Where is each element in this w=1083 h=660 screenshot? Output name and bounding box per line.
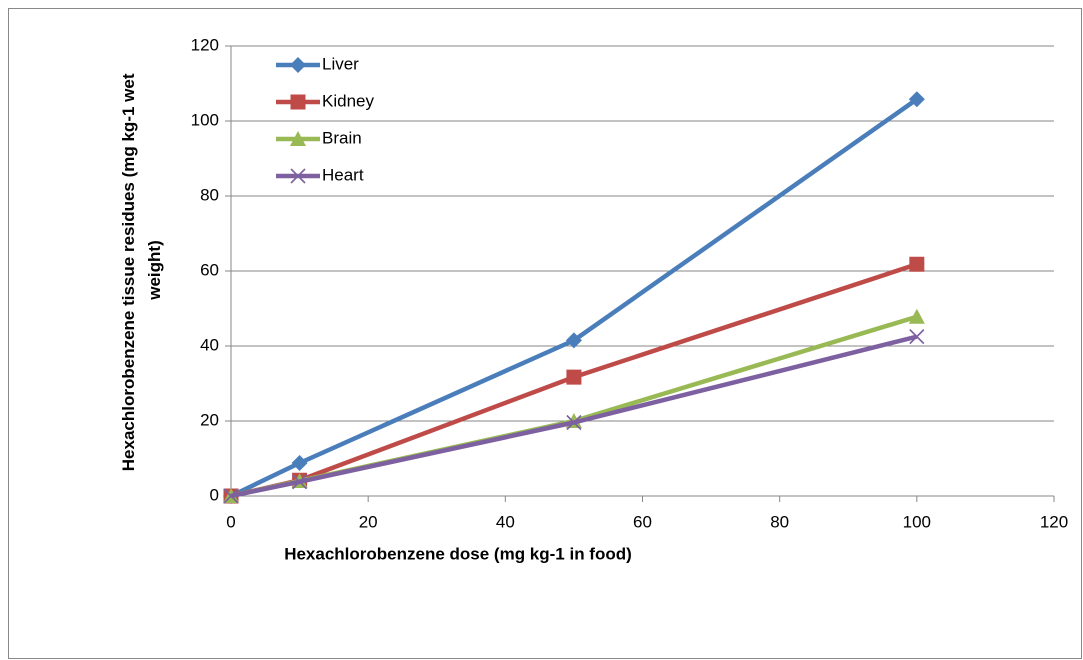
marker — [291, 455, 308, 471]
x-tick-label: 0 — [226, 512, 235, 531]
x-tick-label: 60 — [633, 512, 652, 531]
legend-label: Liver — [322, 54, 359, 73]
x-tick-label: 100 — [903, 512, 931, 531]
x-tick-label: 80 — [770, 512, 789, 531]
y-tick-label: 20 — [200, 410, 219, 429]
y-tick-label: 100 — [191, 110, 219, 129]
marker — [223, 488, 239, 504]
marker — [566, 414, 582, 431]
marker — [290, 94, 306, 110]
marker — [290, 131, 306, 146]
x-tick-label: 120 — [1040, 512, 1068, 531]
series-line — [230, 97, 919, 499]
marker — [292, 474, 308, 490]
marker — [909, 329, 925, 345]
y-tick-label: 120 — [191, 35, 219, 54]
legend-label: Kidney — [322, 91, 374, 110]
y-axis-title-line: Hexachlorobenzene tissue residues (mg kg… — [119, 73, 138, 471]
x-axis-title: Hexachlorobenzene dose (mg kg-1 in food) — [284, 544, 632, 563]
y-tick-label: 40 — [200, 335, 219, 354]
series-line — [230, 334, 918, 499]
y-tick-label: 0 — [210, 485, 219, 504]
chart-border — [8, 8, 1082, 659]
legend-label: Brain — [322, 128, 362, 147]
marker — [566, 369, 582, 385]
y-tick-label: 80 — [200, 185, 219, 204]
marker — [290, 168, 306, 184]
marker — [290, 57, 306, 73]
x-tick-label: 40 — [496, 512, 515, 531]
x-tick-label: 20 — [359, 512, 378, 531]
y-tick-label: 60 — [200, 260, 219, 279]
y-axis-title-line: weight) — [145, 240, 164, 301]
marker — [908, 308, 925, 324]
legend-label: Heart — [322, 165, 364, 184]
marker — [565, 332, 582, 349]
marker — [909, 256, 925, 272]
marker — [908, 91, 925, 108]
y-axis-title: Hexachlorobenzene tissue residues (mg kg… — [119, 69, 164, 471]
